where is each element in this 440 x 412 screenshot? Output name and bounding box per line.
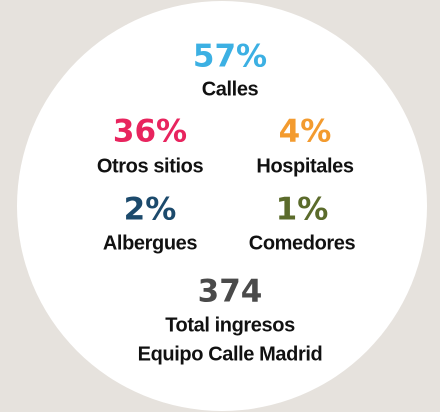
total-label: Equipo Calle Madrid: [138, 343, 323, 365]
stat-label: Albergues: [103, 232, 197, 254]
stat-label: Comedores: [249, 232, 356, 254]
stat-value: 2%: [124, 192, 177, 228]
stat-value: 4%: [279, 114, 332, 150]
stat-value: 36%: [113, 114, 187, 150]
stat-label: Otros sitios: [97, 155, 204, 177]
total-label: Total ingresos: [165, 314, 295, 336]
stat-label: Calles: [202, 78, 259, 100]
stat-label: Hospitales: [256, 155, 353, 177]
stat-value: 1%: [276, 192, 329, 228]
total-value: 374: [198, 274, 263, 310]
stat-value: 57%: [193, 39, 267, 75]
circle: [17, 1, 427, 411]
